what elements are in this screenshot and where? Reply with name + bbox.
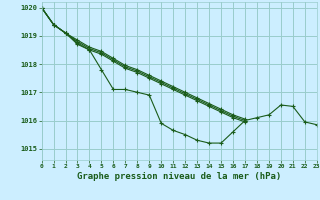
X-axis label: Graphe pression niveau de la mer (hPa): Graphe pression niveau de la mer (hPa) — [77, 172, 281, 181]
